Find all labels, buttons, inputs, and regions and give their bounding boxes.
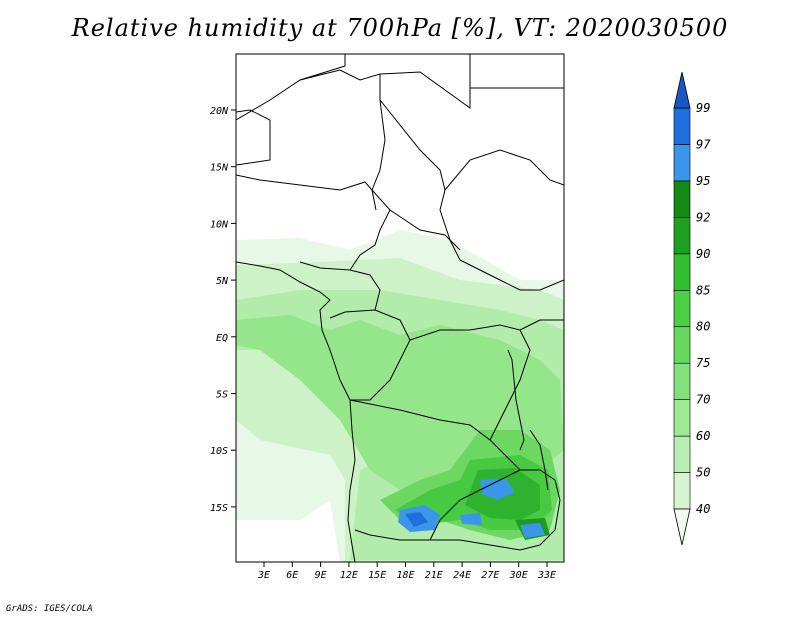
lat-tick-label: 15N	[210, 163, 229, 174]
colorbar-label: 60	[696, 429, 710, 443]
border-line	[379, 99, 564, 291]
credit-label: GrADS: IGES/COLA	[6, 604, 93, 614]
lon-tick-label: 24E	[453, 570, 471, 581]
colorbar-swatch	[673, 107, 691, 145]
lake-outline	[529, 429, 549, 491]
border-line	[236, 109, 271, 166]
humidity-95-region	[480, 478, 515, 500]
lon-tick-label: 9E	[315, 570, 327, 581]
colorbar-swatch	[673, 472, 691, 510]
lat-tick-label: 10S	[210, 446, 228, 457]
lat-tick-label: 15S	[210, 503, 228, 514]
lon-tick-label: 15E	[368, 570, 386, 581]
map-frame	[235, 53, 565, 563]
lat-tick-label: 5S	[216, 390, 228, 401]
colorbar-label: 85	[696, 283, 710, 297]
colorbar-swatch	[673, 180, 691, 218]
lon-tick-label: 27E	[481, 570, 499, 581]
colorbar-low-arrow	[673, 508, 691, 546]
colorbar-label: 97	[696, 137, 711, 151]
humidity-95-region	[520, 523, 545, 538]
border-line	[389, 209, 461, 251]
colorbar-swatch	[673, 253, 691, 291]
longitude-axis: 3E 6E 9E 12E 15E 18E 21E 24E 27E 30E 33E	[257, 562, 556, 581]
colorbar-swatch	[673, 435, 691, 473]
coastline	[236, 261, 356, 562]
lon-tick-label: 6E	[286, 570, 298, 581]
border-line	[350, 309, 411, 401]
map-title: Relative humidity at 700hPa [%], VT: 202…	[71, 14, 729, 42]
colorbar-swatch	[673, 144, 691, 182]
border-line	[429, 469, 521, 541]
colorbar-swatch	[673, 289, 691, 328]
lake-outline	[507, 349, 525, 451]
latitude-axis: 20N 15N 10N 5N EQ 5S 10S 15S	[210, 106, 236, 514]
colorbar-label: 90	[696, 247, 710, 261]
humidity-field	[236, 54, 564, 562]
country-borders	[236, 54, 564, 562]
colorbar-label: 40	[696, 502, 710, 516]
colorbar-swatch	[673, 362, 691, 400]
colorbar-swatch	[673, 326, 691, 364]
lon-tick-label: 3E	[257, 570, 270, 581]
colorbar-label: 70	[696, 393, 710, 407]
lat-tick-label: 20N	[210, 106, 229, 117]
lon-tick-label: 30E	[509, 570, 528, 581]
colorbar-label: 95	[696, 174, 710, 188]
colorbar-high-arrow	[673, 71, 691, 109]
lon-tick-label: 21E	[425, 570, 443, 581]
colorbar-swatch	[673, 399, 691, 437]
colorbar-swatch	[673, 217, 691, 255]
colorbar-label: 50	[696, 466, 710, 480]
border-line	[519, 319, 564, 331]
humidity-95-region	[460, 513, 482, 525]
border-line	[379, 54, 471, 109]
lon-tick-label: 18E	[396, 570, 414, 581]
colorbar-label: 92	[696, 210, 710, 224]
lon-tick-label: 33E	[537, 570, 556, 581]
colorbar-label: 75	[696, 356, 710, 370]
colorbar-label: 80	[696, 320, 710, 334]
lon-tick-label: 12E	[340, 570, 358, 581]
humidity-97-region	[405, 512, 428, 527]
lat-tick-label: 5N	[216, 276, 229, 287]
colorbar-label: 99	[696, 101, 710, 115]
border-line	[329, 269, 381, 319]
lat-tick-label: 10N	[210, 219, 229, 230]
border-line	[444, 149, 564, 191]
lat-tick-label: EQ	[216, 333, 228, 344]
border-line	[409, 324, 531, 441]
colorbar: 40 50 60 70 75 80 85 90 92 95 97 99	[673, 71, 711, 546]
